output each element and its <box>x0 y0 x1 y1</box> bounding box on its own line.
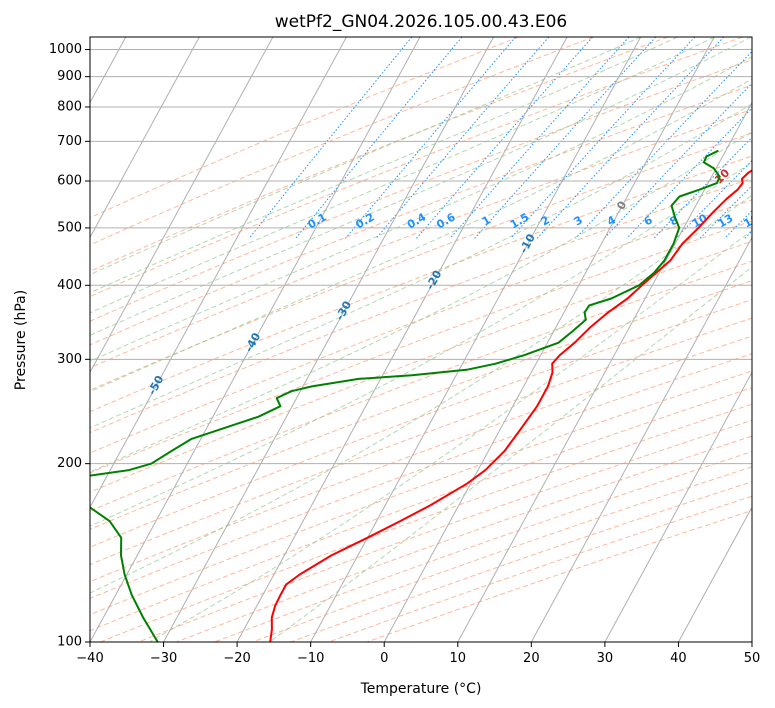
moist-adiabat <box>90 194 752 594</box>
isotherm-gridline <box>457 101 752 642</box>
isotherm-gridline <box>530 236 752 642</box>
mixing-ratio-line <box>375 37 550 239</box>
x-tick-label: −30 <box>150 651 177 666</box>
x-tick-label: −10 <box>297 651 324 666</box>
dewpoint-profile-line <box>90 149 721 642</box>
mixing-ratio-line <box>416 37 593 239</box>
isotherm-gridline <box>678 506 752 642</box>
y-tick-label: 900 <box>57 69 82 84</box>
dry-adiabat <box>90 37 594 246</box>
temperature-profile-line <box>269 169 752 642</box>
mixing-ratio-line <box>653 136 752 239</box>
mixing-ratio-lines <box>248 37 752 239</box>
isotherm-gridline <box>90 37 347 509</box>
isotherm-gridline <box>163 37 494 642</box>
y-axis-label: Pressure (hPa) <box>13 290 29 390</box>
x-tick-label: 0 <box>380 651 388 666</box>
x-tick-label: 10 <box>450 651 467 666</box>
moist-adiabat <box>149 229 752 642</box>
isotherm-gridline <box>383 37 715 642</box>
y-tick-label: 200 <box>57 456 82 471</box>
dry-adiabat <box>90 37 519 219</box>
y-axis: 100 200 300 400 500 600 700 800 900 1000 <box>49 42 90 650</box>
x-tick-label: 30 <box>597 651 614 666</box>
dry-adiabat <box>90 353 752 599</box>
mixing-ratio-line <box>295 37 463 239</box>
mixing-ratio-line <box>345 37 516 239</box>
sounding-profiles <box>90 149 752 642</box>
y-tick-label: 400 <box>57 278 82 293</box>
y-tick-label: 1000 <box>49 42 82 57</box>
y-tick-label: 100 <box>57 635 82 650</box>
x-tick-label: −40 <box>76 651 103 666</box>
mixing-ratio-line <box>248 37 413 239</box>
mixing-ratio-line <box>510 37 696 239</box>
y-tick-label: 500 <box>57 220 82 235</box>
moist-adiabat <box>90 37 715 314</box>
dry-adiabat <box>90 108 752 369</box>
y-tick-label: 300 <box>57 352 82 367</box>
dry-adiabat <box>90 299 752 548</box>
dry-adiabat <box>90 387 752 632</box>
y-tick-label: 600 <box>57 173 82 188</box>
isotherm-gridline <box>236 37 568 642</box>
dry-adiabat <box>90 177 752 434</box>
mixing-ratio-line <box>449 37 630 239</box>
isotherm-grid <box>90 37 752 642</box>
mixing-ratio-label: 16 <box>741 211 761 230</box>
dry-adiabat <box>90 370 752 616</box>
x-axis-label: Temperature (°C) <box>360 681 482 697</box>
moist-adiabat <box>90 161 752 527</box>
dry-adiabat <box>90 155 752 413</box>
moist-adiabat <box>90 37 752 336</box>
plot-frame <box>89 36 753 643</box>
mixing-ratio-line <box>575 50 752 239</box>
moist-adiabat <box>90 37 678 294</box>
mixing-ratio-line <box>603 82 752 239</box>
moist-adiabat <box>90 131 752 473</box>
dry-adiabat <box>90 84 752 346</box>
isotherm-gridline <box>90 37 274 374</box>
dry-adiabat <box>90 335 752 583</box>
y-tick-label: 700 <box>57 134 82 149</box>
dry-adiabat <box>90 317 752 566</box>
x-tick-label: 20 <box>523 651 540 666</box>
x-tick-label: 50 <box>744 651 761 666</box>
isotherm-gridline <box>90 37 421 642</box>
isotherm-gridline <box>90 37 200 239</box>
x-tick-label: −20 <box>223 651 250 666</box>
y-tick-label: 800 <box>57 99 82 114</box>
isotherm-gridline <box>604 371 752 642</box>
isotherm-gridline <box>310 37 642 642</box>
x-tick-label: 40 <box>670 651 687 666</box>
chart-title: wetPf2_GN04.2026.105.00.43.E06 <box>275 12 567 32</box>
moist-adiabat <box>90 103 752 429</box>
moist-adiabat <box>90 56 752 362</box>
x-axis: −40 −30 −20 −10 0 10 20 30 40 50 <box>76 642 760 666</box>
